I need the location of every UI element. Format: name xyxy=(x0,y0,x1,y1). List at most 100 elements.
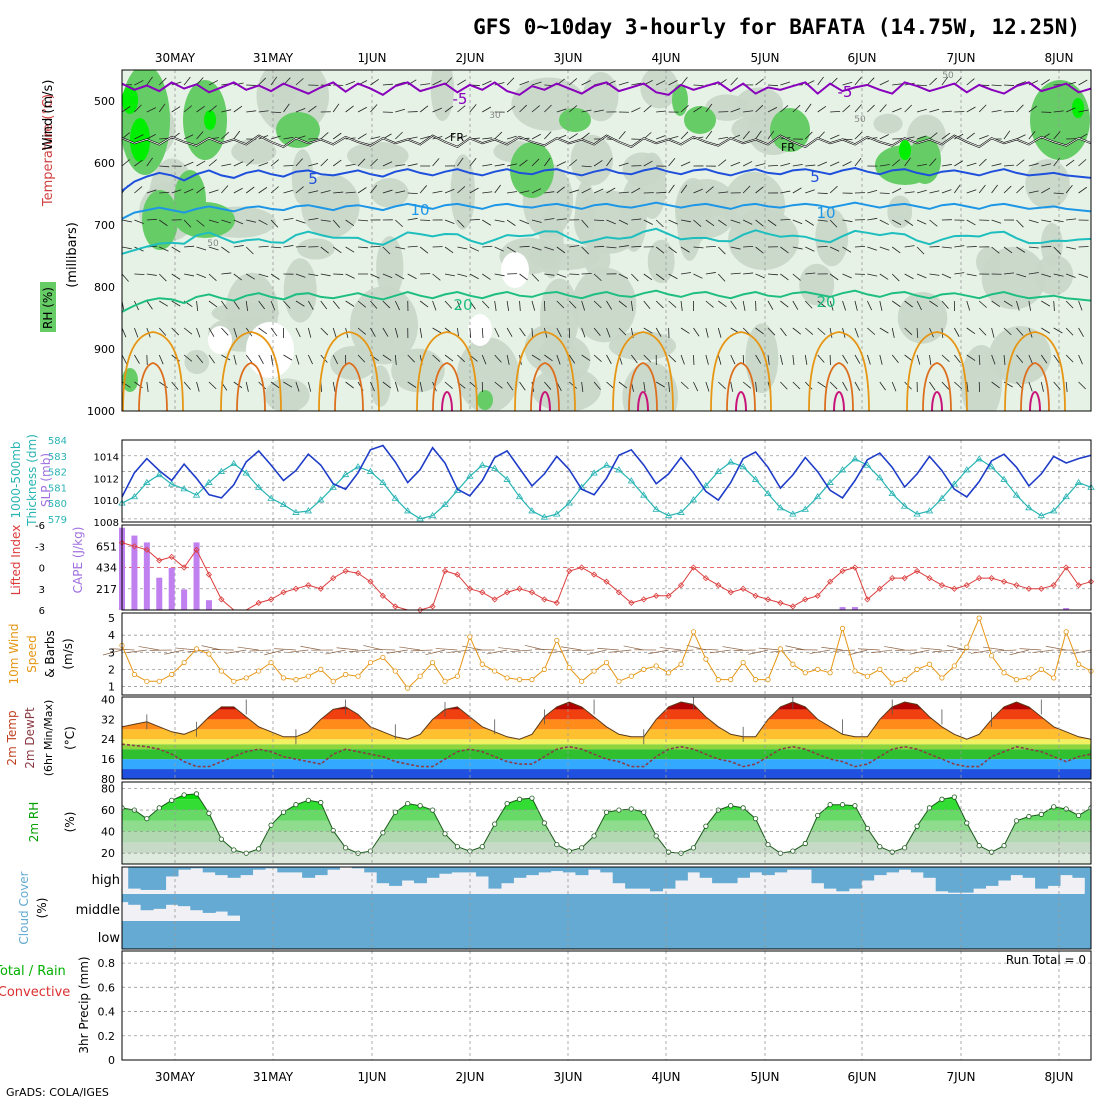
wind-barb xyxy=(817,327,826,335)
panel-bg-wind xyxy=(122,613,1091,695)
wind-barb xyxy=(680,105,689,113)
wind-barb xyxy=(208,219,219,224)
wind-barb xyxy=(705,300,714,308)
thickness-point xyxy=(416,515,424,522)
cloud-bar-high xyxy=(550,867,564,872)
wind-barb xyxy=(680,77,688,86)
wind-barb xyxy=(146,134,156,140)
wind-speed-point xyxy=(703,656,709,662)
wind-barb xyxy=(1028,130,1036,140)
wind-barb-10m xyxy=(920,647,942,651)
cloud-bar-low xyxy=(972,921,987,949)
rh2m-point xyxy=(839,802,846,808)
cloud-bar-low xyxy=(1022,921,1036,949)
li-point xyxy=(367,578,374,585)
cloud-bar-middle xyxy=(662,894,676,921)
wind-barb xyxy=(432,327,442,334)
cloud-bar-middle xyxy=(153,894,167,909)
wind-barb xyxy=(1040,381,1044,392)
wind-barb xyxy=(668,80,678,86)
wind-barb xyxy=(879,381,886,391)
wind-barb xyxy=(457,354,466,363)
wind-speed-point xyxy=(256,668,262,674)
tick-label: 16 xyxy=(101,753,115,766)
li-point xyxy=(255,599,262,606)
wind-barb xyxy=(829,161,840,167)
wind-barb xyxy=(196,354,204,364)
cloud-bar-high xyxy=(413,867,427,884)
tick-label: 40 xyxy=(101,693,115,706)
wind-barb xyxy=(332,159,342,167)
cloud-bar-high xyxy=(401,867,415,881)
wind-barb xyxy=(432,354,441,363)
rh-blob-mid xyxy=(873,113,903,134)
wind-speed-point xyxy=(728,677,734,683)
rh2m-point xyxy=(628,806,634,812)
li-point xyxy=(1038,585,1045,592)
wind-barb xyxy=(941,300,949,309)
wind-barb xyxy=(270,381,280,389)
wind-barb xyxy=(742,219,753,225)
wind-barb xyxy=(556,108,567,113)
wind-barb xyxy=(755,130,762,140)
wind-barb xyxy=(593,381,601,390)
wind-barb xyxy=(805,246,815,252)
thickness-point xyxy=(801,505,809,512)
wind-barb xyxy=(270,186,279,194)
thickness-point xyxy=(1074,478,1083,485)
wind-barb xyxy=(817,105,827,113)
wind-barb xyxy=(1041,300,1051,307)
wind-barb xyxy=(1090,111,1091,112)
li-point xyxy=(354,570,362,577)
thickness-point xyxy=(466,472,474,479)
cloud-bar-middle xyxy=(625,894,639,921)
wind-barb xyxy=(122,354,127,365)
wind-barb xyxy=(134,80,144,86)
rh2m-point xyxy=(666,849,672,855)
wind-barb xyxy=(631,354,638,364)
rh2m-point xyxy=(951,794,957,800)
wind-barb xyxy=(122,159,130,167)
wind-barb-10m xyxy=(748,649,769,655)
rh2m-point xyxy=(902,845,908,851)
wind-barb xyxy=(183,161,194,167)
cloud-bar-low xyxy=(264,921,278,949)
wind-barb xyxy=(183,188,194,194)
wind-barb xyxy=(357,106,368,113)
wind-barb xyxy=(122,327,127,338)
cloud-bar-middle xyxy=(190,894,204,911)
wind-barb xyxy=(1053,300,1055,312)
tick-label: 0.2 xyxy=(98,1030,116,1043)
wind-barb xyxy=(1016,159,1025,167)
cloud-bar-high xyxy=(227,867,241,878)
wind-barb xyxy=(171,189,182,194)
wind-barb xyxy=(842,381,848,391)
cloud-bar-high xyxy=(761,867,775,876)
cloud-bar-middle xyxy=(985,894,999,921)
thickness-point xyxy=(180,485,188,492)
thickness-point xyxy=(689,496,698,503)
tick-label: 6 xyxy=(39,606,45,617)
wind-barb xyxy=(544,381,552,390)
contour-label: 20 xyxy=(816,293,835,311)
wind-barb xyxy=(531,133,541,140)
cloud-bar-middle xyxy=(799,894,813,921)
wind-barb xyxy=(482,245,493,248)
tick-label: -6 xyxy=(35,521,45,532)
wind-barb xyxy=(891,354,899,364)
wind-barb xyxy=(345,300,355,307)
wind-barb xyxy=(1028,272,1039,275)
wind-barb xyxy=(1090,84,1091,85)
wind-barb xyxy=(941,164,952,167)
cloud-bar-high xyxy=(625,867,639,889)
rh-blob-mid xyxy=(572,267,637,343)
wind-barb xyxy=(382,354,392,361)
wind-barb xyxy=(395,273,405,280)
isotherm-25 xyxy=(710,331,772,411)
contour-label: FR xyxy=(781,141,795,154)
wind-barb xyxy=(755,273,765,279)
wind-barb xyxy=(432,107,442,113)
rh-color-band xyxy=(122,842,1091,854)
cape-bar xyxy=(839,607,846,610)
wind-barb xyxy=(444,246,454,254)
